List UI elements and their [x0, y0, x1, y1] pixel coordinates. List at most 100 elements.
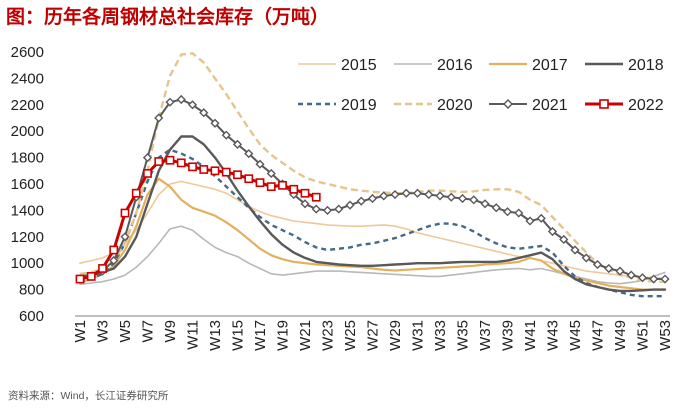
series-line-2018 [78, 135, 667, 293]
x-tick-label: W41 [522, 320, 539, 351]
data-point-2022 [131, 188, 141, 198]
legend-label: 2016 [437, 57, 473, 74]
data-point-2021 [401, 188, 411, 198]
legend-item-2019: 2019 [298, 97, 377, 114]
legend-marker [503, 99, 513, 109]
data-point-2021 [525, 216, 535, 226]
data-point-2021 [154, 113, 164, 123]
data-point-2021 [592, 259, 603, 270]
series-2018 [78, 135, 667, 293]
x-tick-label: W35 [455, 320, 472, 351]
data-point-2021 [660, 274, 670, 284]
data-point-2022 [311, 192, 321, 202]
data-point-2021 [367, 193, 378, 204]
legend-label: 2021 [532, 97, 568, 114]
data-point-2021 [187, 100, 198, 110]
x-tick-label: W51 [635, 320, 652, 351]
data-point-2021 [176, 94, 186, 105]
data-point-2021 [480, 199, 490, 209]
data-point-2021 [491, 203, 501, 213]
series-line-2016 [79, 225, 666, 286]
x-tick-label: W19 [275, 320, 292, 351]
data-point-2021 [322, 205, 333, 215]
data-point-2022 [75, 274, 85, 284]
y-tick-label: 1200 [11, 229, 44, 246]
chart-title: 图：历年各周钢材总社会库存（万吨） [6, 7, 330, 28]
y-tick-label: 1000 [11, 255, 44, 272]
data-point-2021 [570, 245, 580, 255]
y-tick-label: 1400 [11, 202, 44, 219]
series-2016 [79, 225, 666, 286]
data-point-2021 [334, 204, 344, 214]
x-tick-label: W7 [140, 320, 157, 343]
x-tick-label: W15 [230, 320, 247, 351]
x-tick-label: W5 [117, 320, 134, 343]
data-point-2022 [199, 165, 209, 174]
source-note: 资料来源：Wind，长江证券研究所 [8, 390, 169, 402]
data-point-2021 [502, 207, 513, 217]
series-line-2015 [79, 180, 666, 280]
series-2019 [79, 148, 665, 298]
data-point-2022 [188, 162, 197, 172]
y-tick-label: 600 [19, 308, 44, 325]
legend-label: 2019 [341, 97, 377, 114]
data-point-2021 [300, 199, 310, 209]
data-point-2021 [412, 188, 423, 198]
x-tick-label: W33 [432, 320, 449, 351]
data-point-2021 [165, 97, 175, 107]
data-point-2022 [143, 169, 152, 178]
data-point-2021 [536, 213, 546, 223]
axes: 600 800 1000 1200 1400 1600 1800 2000 2200 2400 26… [11, 44, 674, 351]
legend-item-2015: 2015 [298, 57, 377, 74]
x-tick-label: W9 [162, 320, 179, 343]
legend-item-2020: 2020 [394, 97, 473, 114]
data-point-2021 [615, 266, 625, 276]
data-point-2021 [435, 191, 445, 201]
data-point-2021 [345, 200, 355, 210]
data-point-2022 [278, 180, 287, 190]
data-point-2021 [232, 139, 243, 149]
x-tick-label: W31 [410, 320, 427, 351]
y-tick-label: 2200 [11, 97, 44, 114]
x-tick-label: W45 [567, 320, 584, 351]
data-point-2022 [300, 188, 310, 198]
data-point-2021 [210, 118, 220, 128]
data-point-2022 [233, 170, 242, 180]
data-point-2021 [469, 195, 479, 205]
data-point-2022 [176, 158, 186, 168]
legend-item-2022: 2022 [585, 97, 664, 114]
data-point-2022 [221, 167, 231, 177]
data-point-2021 [221, 130, 231, 140]
x-tick-label: W13 [207, 320, 224, 351]
data-point-2021 [199, 108, 209, 118]
series-2020 [79, 52, 665, 283]
x-tick-label: W23 [320, 320, 337, 351]
data-point-2021 [379, 191, 389, 201]
data-point-2021 [356, 196, 366, 206]
data-point-2022 [210, 166, 220, 176]
legend-label: 2017 [532, 57, 568, 74]
data-point-2021 [255, 159, 265, 169]
data-point-2021 [649, 274, 659, 284]
x-tick-label: W3 [95, 320, 112, 343]
y-tick-label: 2000 [11, 123, 44, 140]
legend-item-2018: 2018 [585, 57, 664, 74]
y-tick-label: 1800 [11, 150, 44, 167]
data-point-2021 [142, 153, 153, 163]
x-tick-label: W49 [612, 320, 629, 351]
x-tick-label: W37 [477, 320, 494, 351]
data-point-2021 [120, 232, 130, 242]
data-point-2021 [626, 270, 636, 280]
x-tick-label: W29 [387, 320, 404, 351]
data-point-2022 [120, 208, 130, 218]
series-layer [75, 52, 670, 298]
data-point-2022 [154, 157, 164, 166]
data-point-2021 [514, 208, 524, 218]
data-point-2021 [604, 263, 614, 274]
data-point-2022 [289, 184, 299, 194]
data-point-2021 [637, 273, 648, 283]
y-tick-label: 2600 [11, 44, 44, 61]
y-tick-label: 1600 [11, 176, 44, 193]
x-tick-label: W17 [252, 320, 269, 351]
